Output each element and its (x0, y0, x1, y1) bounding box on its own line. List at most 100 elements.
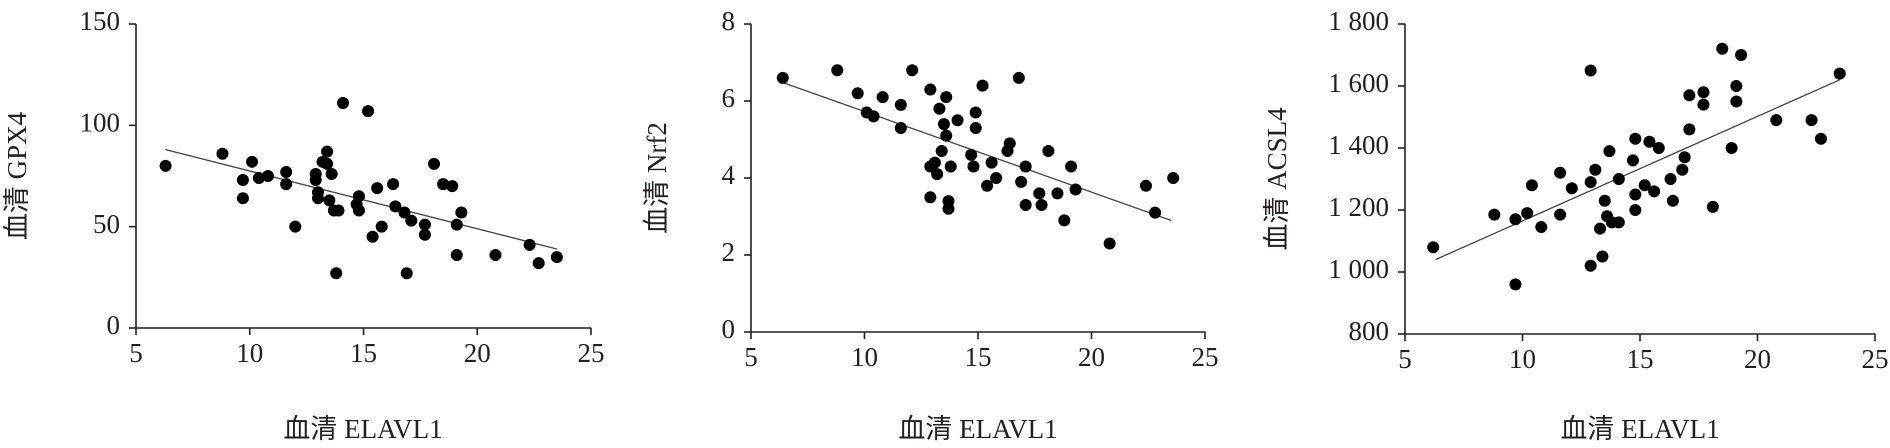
data-point (1589, 163, 1602, 176)
data-point (389, 200, 402, 213)
data-point (1509, 278, 1522, 291)
data-point (967, 160, 980, 173)
x-axis-title: 血清 ELAVL1 (898, 414, 1057, 444)
data-point (405, 214, 418, 227)
data-point (1770, 114, 1783, 127)
data-point (1035, 198, 1048, 211)
y-tick-label: 2 (722, 237, 736, 267)
data-point (1554, 166, 1567, 179)
data-point (1535, 221, 1548, 234)
y-tick-label: 0 (107, 310, 121, 340)
data-point (362, 105, 375, 118)
x-axis-title: 血清 ELAVL1 (283, 414, 442, 444)
y-tick-label: 6 (722, 83, 736, 113)
data-point (1565, 182, 1578, 195)
data-point (831, 64, 844, 77)
trend-line (1435, 79, 1841, 261)
data-point (1012, 71, 1025, 84)
data-point (1069, 183, 1082, 196)
data-point (935, 145, 948, 158)
y-tick-label: 1 000 (1328, 254, 1389, 284)
data-point (969, 121, 982, 134)
y-tick-label: 150 (80, 6, 121, 36)
data-point (321, 145, 334, 158)
data-point (1735, 49, 1748, 61)
data-point (371, 182, 384, 195)
data-point (1019, 198, 1032, 211)
data-point (1488, 208, 1501, 221)
y-tick-label: 800 (1349, 316, 1390, 346)
data-point (933, 102, 946, 115)
data-point (1652, 142, 1665, 154)
data-point (1584, 64, 1597, 77)
data-point (236, 192, 249, 205)
y-tick-label: 1 600 (1328, 68, 1389, 98)
x-tick-label: 20 (464, 338, 491, 368)
data-point (1003, 137, 1016, 150)
data-point (969, 106, 982, 119)
y-tick-label: 4 (722, 160, 736, 190)
data-point (894, 121, 907, 134)
data-point (1509, 213, 1522, 226)
data-point (289, 220, 302, 233)
data-point (1683, 89, 1696, 102)
data-point (924, 83, 937, 96)
data-point (1065, 160, 1078, 173)
data-point (876, 91, 889, 104)
data-point (1521, 207, 1534, 220)
data-point (1725, 142, 1738, 154)
data-point (1697, 86, 1710, 99)
data-point (937, 118, 950, 131)
data-point (366, 230, 379, 243)
data-point (1058, 214, 1071, 227)
data-point (931, 168, 944, 181)
data-point (976, 79, 989, 92)
data-point (924, 191, 937, 204)
data-point (1584, 176, 1597, 189)
data-point (1683, 123, 1696, 136)
data-point (398, 206, 411, 219)
data-point (337, 97, 350, 110)
data-point (1643, 135, 1656, 148)
data-point (1033, 187, 1046, 200)
data-point (325, 167, 338, 180)
data-point (1629, 132, 1642, 145)
x-tick-label: 15 (350, 338, 377, 368)
data-point (1149, 206, 1162, 219)
x-tick-label: 10 (236, 338, 263, 368)
data-point (532, 257, 545, 270)
data-point (261, 170, 274, 182)
data-point (1594, 222, 1607, 235)
x-tick-label: 25 (1862, 344, 1889, 374)
data-point (1612, 173, 1625, 185)
y-tick-label: 0 (722, 314, 736, 344)
data-point (940, 129, 953, 142)
data-point (352, 190, 365, 203)
data-point (928, 156, 941, 169)
y-axis-title: 血清 ACSL4 (1262, 107, 1292, 251)
data-point (400, 267, 413, 280)
data-point (1167, 172, 1180, 184)
data-point (1139, 179, 1152, 192)
data-point (159, 159, 172, 172)
data-point (1051, 187, 1064, 200)
x-tick-label: 25 (578, 338, 605, 368)
y-axis-title: 血清 GPX4 (2, 111, 32, 240)
data-point (455, 206, 468, 219)
data-point (1629, 204, 1642, 216)
data-point (1716, 42, 1729, 55)
data-point (1664, 173, 1677, 185)
data-point (867, 110, 880, 123)
x-tick-label: 25 (1192, 342, 1219, 372)
data-point (944, 160, 957, 173)
data-point (437, 178, 450, 191)
data-point (489, 249, 502, 262)
data-point (1697, 98, 1710, 111)
data-point (1638, 179, 1651, 192)
data-point (332, 204, 345, 217)
data-point (1730, 95, 1743, 108)
y-axis-title: 血清 Nrf2 (642, 122, 672, 234)
data-point (450, 249, 463, 262)
x-tick-label: 5 (744, 342, 758, 372)
